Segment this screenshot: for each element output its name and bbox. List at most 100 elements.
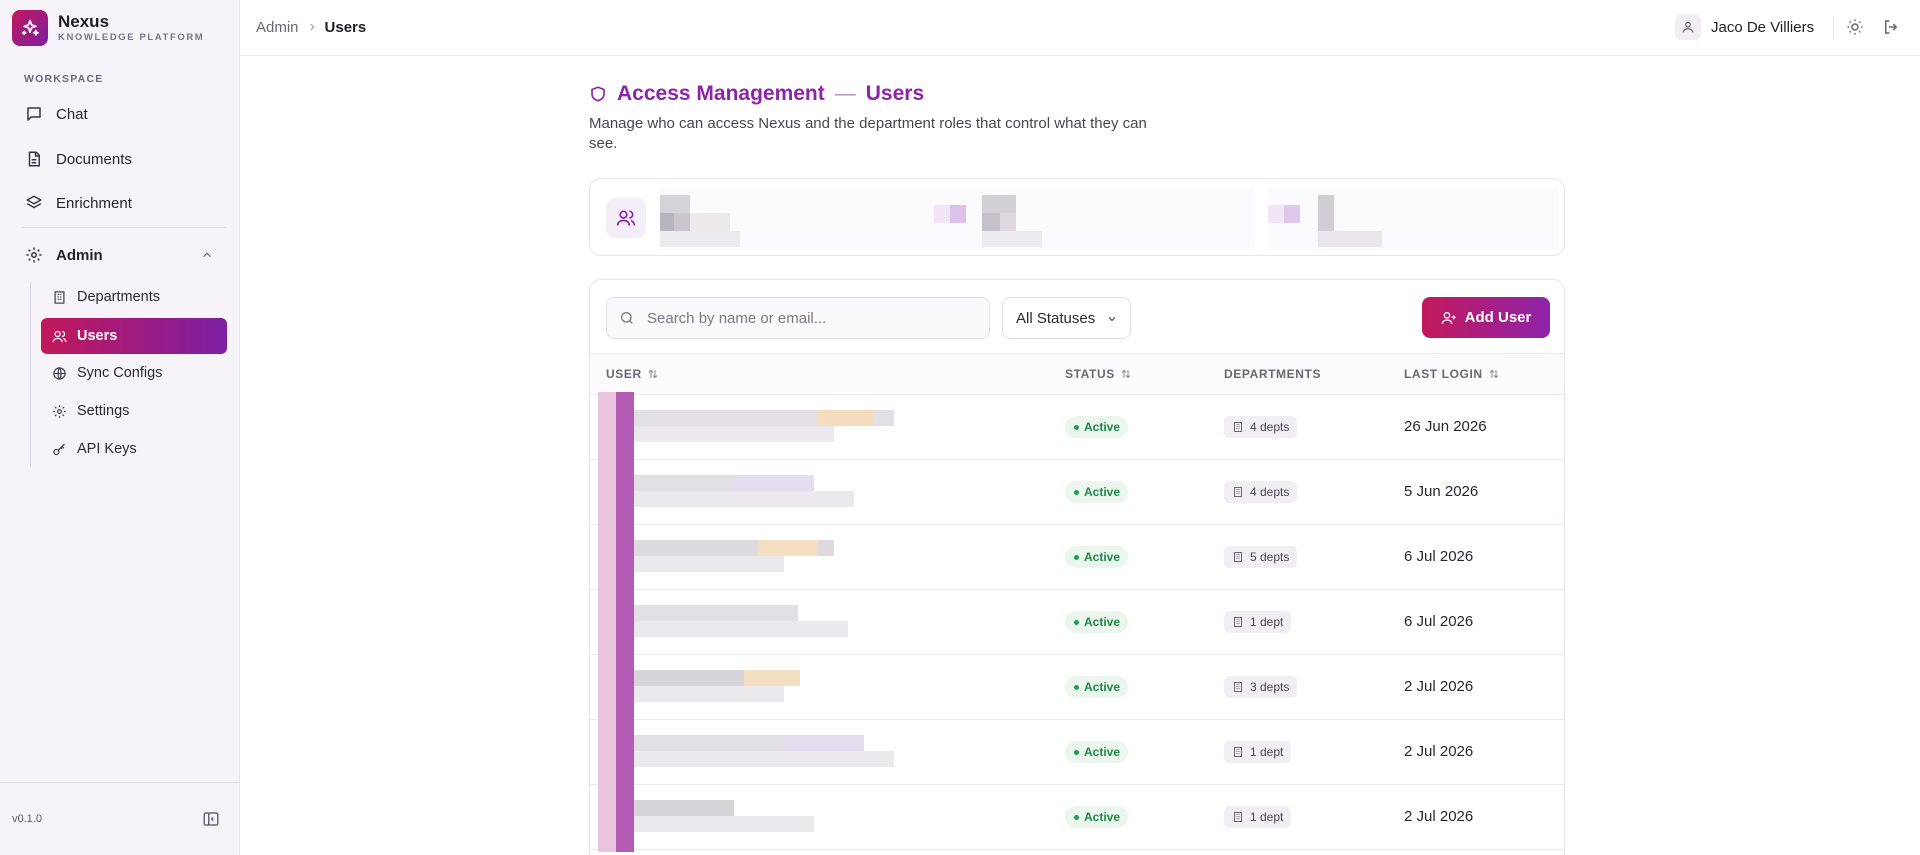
users-icon	[51, 328, 67, 344]
gear-icon	[24, 245, 44, 265]
sidebar-item-api-keys[interactable]: API Keys	[41, 431, 227, 467]
submenu-rail	[30, 282, 31, 466]
building-icon	[1232, 486, 1244, 498]
search-icon	[619, 310, 635, 326]
users-table-card: All Statuses Add User USER STATUS DEPART…	[589, 279, 1565, 855]
user-menu[interactable]: Jaco De Villiers	[1675, 14, 1814, 40]
gear-icon	[51, 403, 67, 419]
departments-count: 3 depts	[1250, 680, 1290, 694]
add-user-button[interactable]: Add User	[1422, 297, 1550, 338]
redacted-user-cell	[598, 782, 814, 852]
sort-icon	[1120, 368, 1132, 380]
chat-icon	[24, 104, 44, 124]
redacted-user-cell	[598, 717, 894, 787]
topbar: Admin Users Jaco De Villiers	[240, 0, 1920, 56]
sidebar-item-label: Sync Configs	[77, 365, 163, 381]
sidebar-item-label: API Keys	[77, 441, 137, 457]
table-row[interactable]: Active 1 dept 6 Jul 2026	[590, 587, 1564, 657]
departments-count: 4 depts	[1250, 420, 1290, 434]
building-icon	[1232, 616, 1244, 628]
table-row[interactable]: Active 5 depts 6 Jul 2026	[590, 522, 1564, 592]
key-icon	[51, 441, 67, 457]
logout-icon[interactable]	[1882, 18, 1902, 38]
column-header-label: STATUS	[1065, 367, 1115, 381]
table-row[interactable]: Active 1 dept 2 Jul 2026	[590, 717, 1564, 787]
sidebar-item-settings[interactable]: Settings	[41, 393, 227, 429]
building-icon	[1232, 421, 1244, 433]
departments-count: 1 dept	[1250, 745, 1284, 759]
user-plus-icon	[1441, 310, 1457, 326]
departments-count: 5 depts	[1250, 550, 1290, 564]
brand[interactable]: Nexus KNOWLEDGE PLATFORM	[12, 10, 204, 46]
column-header-departments: DEPARTMENTS	[1224, 367, 1321, 381]
departments-badge[interactable]: 3 depts	[1224, 676, 1298, 698]
departments-badge[interactable]: 1 dept	[1224, 741, 1292, 763]
column-header-last-login[interactable]: LAST LOGIN	[1404, 367, 1500, 381]
sparkle-logo-icon	[12, 10, 48, 46]
redacted-user-cell	[598, 587, 848, 657]
page-title-dash: —	[834, 82, 856, 105]
status-badge: Active	[1065, 806, 1129, 828]
user-icon	[1675, 14, 1701, 40]
sidebar-item-label: Enrichment	[56, 194, 132, 212]
sidebar-item-label: Departments	[77, 289, 161, 305]
building-icon	[1232, 746, 1244, 758]
last-login: 26 Jun 2026	[1404, 418, 1487, 435]
search-input[interactable]	[647, 309, 977, 327]
redacted-user-cell	[598, 392, 894, 462]
table-row[interactable]: Active 4 depts 5 Jun 2026	[590, 457, 1564, 527]
departments-badge[interactable]: 1 dept	[1224, 611, 1292, 633]
status-filter-select[interactable]: All Statuses	[1002, 297, 1131, 339]
user-stats-card	[589, 178, 1565, 256]
sidebar-collapse-icon[interactable]	[202, 810, 220, 828]
search-field[interactable]	[606, 297, 990, 339]
column-header-label: USER	[606, 367, 642, 381]
sidebar-item-label: Admin	[56, 246, 103, 264]
sort-icon	[647, 368, 659, 380]
table-row[interactable]: Active 1 dept 2 Jul 2026	[590, 782, 1564, 852]
globe-icon	[51, 365, 67, 381]
sun-icon[interactable]	[1846, 18, 1866, 38]
chevron-right-icon	[307, 21, 317, 35]
column-header-status[interactable]: STATUS	[1065, 367, 1132, 381]
brand-subtitle: KNOWLEDGE PLATFORM	[58, 32, 205, 43]
users-icon	[606, 198, 646, 238]
departments-badge[interactable]: 4 depts	[1224, 481, 1298, 503]
breadcrumb-admin[interactable]: Admin	[256, 19, 299, 36]
status-badge: Active	[1065, 611, 1129, 633]
status-badge: Active	[1065, 741, 1129, 763]
chevron-up-icon[interactable]	[200, 248, 214, 262]
add-user-label: Add User	[1464, 309, 1532, 326]
document-icon	[24, 149, 44, 169]
redacted-user-cell	[598, 522, 834, 592]
column-header-user[interactable]: USER	[606, 367, 659, 381]
sidebar: Nexus KNOWLEDGE PLATFORM WORKSPACE Chat …	[0, 0, 240, 855]
redacted-user-cell	[598, 652, 800, 722]
table-row[interactable]: Active 3 depts 2 Jul 2026	[590, 652, 1564, 722]
page-description: Manage who can access Nexus and the depa…	[589, 115, 1147, 152]
section-label-workspace: WORKSPACE	[24, 73, 104, 85]
departments-badge[interactable]: 1 dept	[1224, 806, 1292, 828]
last-login: 2 Jul 2026	[1404, 743, 1474, 760]
page-title-main: Access Management	[617, 82, 825, 105]
departments-badge[interactable]: 4 depts	[1224, 416, 1298, 438]
last-login: 2 Jul 2026	[1404, 808, 1474, 825]
sidebar-item-enrichment[interactable]: Enrichment	[14, 185, 226, 221]
redacted-stat-block	[934, 187, 1254, 249]
redacted-stat-block	[1268, 187, 1558, 249]
sidebar-item-documents[interactable]: Documents	[14, 141, 226, 177]
sidebar-item-admin[interactable]: Admin	[14, 237, 226, 273]
last-login: 6 Jul 2026	[1404, 613, 1474, 630]
sidebar-item-label: Chat	[56, 105, 88, 123]
status-badge: Active	[1065, 481, 1129, 503]
building-icon	[1232, 551, 1244, 563]
departments-count: 1 dept	[1250, 615, 1284, 629]
sidebar-item-users[interactable]: Users	[41, 318, 227, 354]
sidebar-item-departments[interactable]: Departments	[41, 279, 227, 315]
sidebar-divider	[22, 227, 226, 228]
sidebar-item-chat[interactable]: Chat	[14, 96, 226, 132]
departments-badge[interactable]: 5 depts	[1224, 546, 1298, 568]
page-title: Access Management — Users	[589, 82, 924, 106]
sidebar-item-sync-configs[interactable]: Sync Configs	[41, 355, 227, 391]
table-row[interactable]: Active 4 depts 26 Jun 2026	[590, 392, 1564, 462]
